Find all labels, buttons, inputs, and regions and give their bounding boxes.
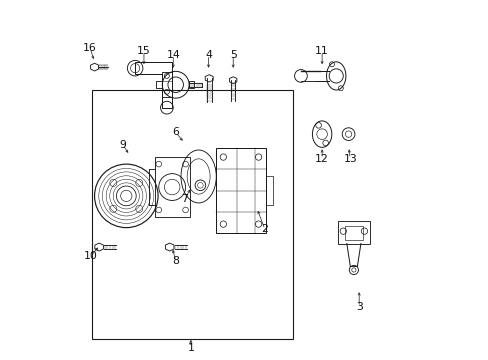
Text: 3: 3 xyxy=(355,302,362,312)
Text: 13: 13 xyxy=(343,154,357,164)
Bar xyxy=(345,226,362,240)
Text: 16: 16 xyxy=(83,43,97,53)
Text: 7: 7 xyxy=(181,194,187,204)
Text: 14: 14 xyxy=(166,50,180,60)
Text: 2: 2 xyxy=(261,224,268,234)
Bar xyxy=(156,81,162,88)
Text: 4: 4 xyxy=(204,50,211,60)
Text: 15: 15 xyxy=(137,46,150,56)
Bar xyxy=(161,72,172,97)
Bar xyxy=(265,176,272,205)
Text: 9: 9 xyxy=(119,140,126,150)
Bar xyxy=(92,90,293,339)
Bar xyxy=(337,221,369,243)
Bar xyxy=(189,81,194,88)
Text: 10: 10 xyxy=(84,251,98,261)
Text: 1: 1 xyxy=(187,343,194,352)
Text: 5: 5 xyxy=(229,50,236,60)
Bar xyxy=(154,157,189,217)
Text: 6: 6 xyxy=(172,127,179,138)
Text: 12: 12 xyxy=(315,154,328,164)
Text: 11: 11 xyxy=(315,46,328,56)
Bar xyxy=(216,148,265,233)
Text: 8: 8 xyxy=(172,256,179,266)
